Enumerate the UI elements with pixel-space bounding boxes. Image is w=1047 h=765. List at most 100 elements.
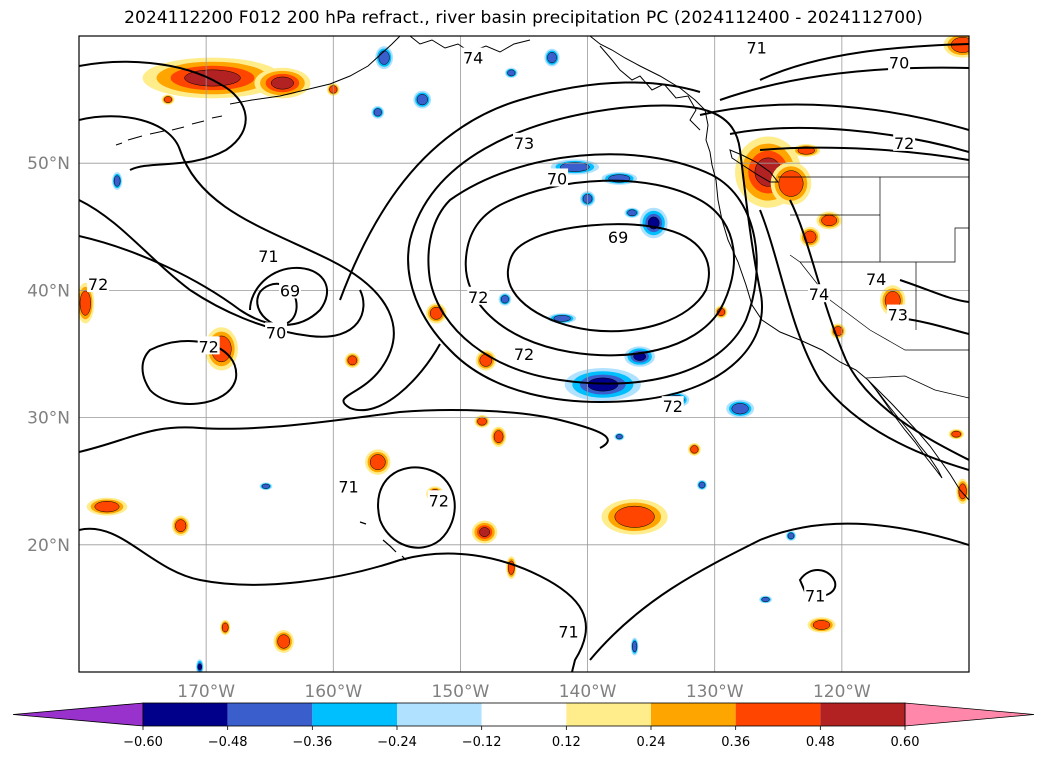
contour-label-bg <box>607 226 630 245</box>
contour-label: 71 <box>338 477 358 496</box>
lon-label: 150°W <box>432 682 490 702</box>
contour-line <box>899 279 969 303</box>
precip-blob <box>375 46 394 70</box>
precip-level-pos <box>270 76 294 90</box>
precip-blob <box>273 630 294 653</box>
colorbar-segment <box>566 703 651 726</box>
colorbar-tick-label: 0.12 <box>552 735 581 750</box>
lon-label: 170°W <box>177 682 235 702</box>
contour-label: 72 <box>429 491 449 510</box>
precip-level-pos <box>479 527 490 537</box>
precip-level-pos <box>163 96 173 103</box>
border-states <box>789 177 969 351</box>
contour-label: 72 <box>894 134 914 153</box>
precip-blob <box>726 399 755 418</box>
contour-label-bg <box>745 37 768 56</box>
precip-level-pos <box>958 483 967 500</box>
precip-level-pos <box>477 417 487 426</box>
colorbar-tick-label: 0.60 <box>891 735 920 750</box>
contour-line <box>759 43 969 81</box>
precip-blob <box>371 105 385 119</box>
colorbar-segment <box>651 703 736 726</box>
precip-blob <box>474 415 490 428</box>
precip-level-neg <box>627 209 637 217</box>
lat-label: 50°N <box>27 154 70 174</box>
contour-label: 71 <box>258 247 278 266</box>
colorbar-tick-label: −0.12 <box>462 735 502 750</box>
longitude-labels: 170°W 160°W 150°W 140°W 130°W 120°W <box>177 682 871 702</box>
contour-label: 71 <box>805 587 825 606</box>
precip-blob <box>161 94 175 105</box>
border-us-mexico <box>865 375 969 399</box>
colorbar-over-extension <box>904 702 1035 727</box>
contour-line <box>506 223 710 333</box>
precip-level-neg <box>197 663 203 671</box>
precip-level-pos <box>347 355 358 366</box>
colorbar-tick-label: −0.36 <box>292 735 332 750</box>
precip-blob <box>807 617 836 633</box>
contour-line <box>79 60 247 171</box>
precip-blob <box>171 515 190 536</box>
precip-level-neg <box>373 108 382 117</box>
contour-line <box>79 199 365 338</box>
contour-label-bg <box>888 52 911 71</box>
precip-level-neg <box>500 295 509 304</box>
precip-level-neg <box>787 532 795 540</box>
contour-label: 72 <box>663 397 683 416</box>
contour-label-bg <box>886 304 909 323</box>
colorbar-segment <box>312 703 397 726</box>
contour-line <box>789 199 969 461</box>
contour-label: 70 <box>547 169 567 188</box>
precip-blob <box>601 499 668 535</box>
precip-blob <box>792 144 821 157</box>
contour-line <box>464 179 735 357</box>
precip-level-neg <box>261 483 270 489</box>
contour-label: 74 <box>866 270 886 289</box>
precip-level-neg <box>761 596 770 603</box>
precip-blob <box>79 282 95 324</box>
precip-blob <box>624 207 640 218</box>
colorbar: −0.60 −0.48 −0.36 −0.24 −0.12 0.12 0.24 0.36 0.4… <box>12 702 1035 750</box>
precip-blob <box>490 426 507 447</box>
colorbar-segment <box>820 703 905 726</box>
precip-level-neg <box>698 481 706 489</box>
contour-line <box>759 209 969 471</box>
colorbar-tick-label: 0.48 <box>806 735 835 750</box>
contour-line <box>719 66 969 101</box>
precip-blob <box>254 67 311 99</box>
colorbar-segment <box>397 703 482 726</box>
contour-label-bg <box>279 280 302 299</box>
contour-line <box>377 466 456 549</box>
precip-blob <box>365 449 391 475</box>
precip-blob <box>86 497 128 516</box>
precip-level-neg <box>632 640 638 653</box>
precip-blob <box>544 48 560 67</box>
contour-line <box>407 104 763 403</box>
contour-label-bg <box>546 168 569 187</box>
contour-label-bg <box>661 396 684 415</box>
precip-blob <box>259 482 273 491</box>
contour-label-bg <box>257 246 280 265</box>
precip-blob <box>696 479 708 491</box>
contour-line <box>699 103 969 131</box>
precip-blob <box>601 172 638 185</box>
precip-blob <box>413 90 432 109</box>
precip-blob <box>504 67 518 78</box>
precip-level-pos <box>94 501 120 513</box>
precip-blob <box>785 530 797 541</box>
precip-blob <box>471 520 498 544</box>
coastline-southeast-alaska <box>599 45 701 131</box>
contour-line <box>79 115 441 411</box>
contour-label: 74 <box>463 49 483 68</box>
coastline-aleutians <box>115 115 223 146</box>
precip-level-neg <box>507 69 516 77</box>
colorbar-tick-label: −0.24 <box>377 735 417 750</box>
lat-label: 30°N <box>27 409 70 429</box>
precip-blob <box>639 207 668 239</box>
precip-level-pos <box>369 454 386 471</box>
contour-label: 69 <box>608 228 628 247</box>
contour-label: 69 <box>280 281 300 300</box>
contour-label-bg <box>87 274 110 293</box>
